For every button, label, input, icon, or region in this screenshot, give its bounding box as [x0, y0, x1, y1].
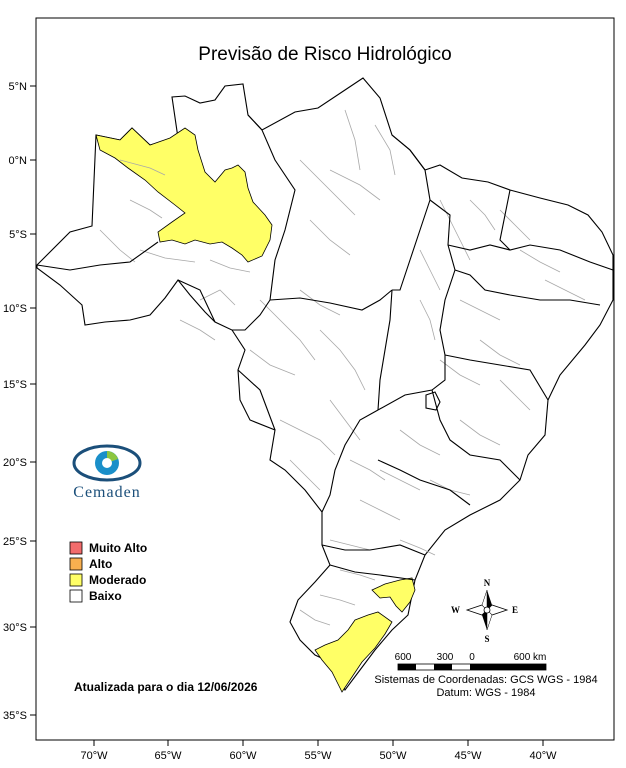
lat-tick-label: 35°S	[3, 710, 27, 722]
longitude-axis: 70°W 65°W 60°W 55°W 50°W 45°W 40°W	[80, 740, 557, 762]
scale-label: 0	[469, 652, 475, 663]
lon-tick-label: 40°W	[529, 750, 557, 762]
legend-label: Alto	[89, 557, 112, 571]
updated-date: Atualizada para o dia 12/06/2026	[74, 680, 258, 694]
lat-tick-label: 0°N	[9, 155, 28, 167]
legend-label: Baixo	[89, 589, 122, 603]
risk-area-santa-catarina	[371, 577, 416, 613]
lat-tick-label: 20°S	[3, 457, 27, 469]
lat-tick-label: 5°S	[9, 229, 27, 241]
lat-tick-label: 30°S	[3, 622, 27, 634]
lon-tick-label: 50°W	[379, 750, 407, 762]
legend-swatch	[69, 573, 83, 587]
compass-rose-icon: N S W E	[451, 578, 518, 644]
risk-area-amazonas	[95, 127, 273, 263]
risk-area-rio-grande-do-sul	[314, 611, 393, 693]
lat-tick-label: 5°N	[9, 81, 28, 93]
compass-east: E	[512, 605, 518, 615]
lon-tick-label: 60°W	[229, 750, 257, 762]
scale-label: 600	[395, 652, 412, 663]
datum-text: Datum: WGS - 1984	[436, 687, 535, 699]
legend-swatch	[69, 589, 83, 603]
compass-west: W	[451, 605, 460, 615]
latitude-axis: 5°N 0°N 5°S 10°S 15°S 20°S 25°S 30°S 35°…	[3, 81, 36, 722]
legend-swatch	[69, 541, 83, 555]
state-boundaries	[36, 114, 614, 581]
municipal-boundaries	[99, 109, 586, 626]
lat-tick-label: 15°S	[3, 379, 27, 391]
compass-south: S	[484, 634, 489, 644]
compass-north: N	[484, 578, 491, 588]
scale-bar: 600 300 0 600 km	[395, 652, 547, 671]
legend: Muito Alto Alto Moderado Baixo	[69, 541, 147, 603]
lat-tick-label: 10°S	[3, 303, 27, 315]
cemaden-eye-logo-icon	[72, 444, 142, 482]
lat-tick-label: 25°S	[3, 536, 27, 548]
logo-text: Cemaden	[73, 484, 140, 501]
scale-label: 600 km	[514, 652, 547, 663]
lon-tick-label: 65°W	[154, 750, 182, 762]
map-title: Previsão de Risco Hidrológico	[198, 44, 451, 65]
cemaden-logo: Cemaden	[72, 444, 142, 501]
legend-label: Muito Alto	[89, 541, 147, 555]
lon-tick-label: 55°W	[304, 750, 332, 762]
legend-swatch	[69, 557, 83, 571]
lon-tick-label: 45°W	[454, 750, 482, 762]
legend-label: Moderado	[89, 573, 146, 587]
scale-label: 300	[437, 652, 454, 663]
lon-tick-label: 70°W	[80, 750, 108, 762]
coordinate-system: Sistemas de Coordenadas: GCS WGS - 1984	[374, 674, 597, 686]
